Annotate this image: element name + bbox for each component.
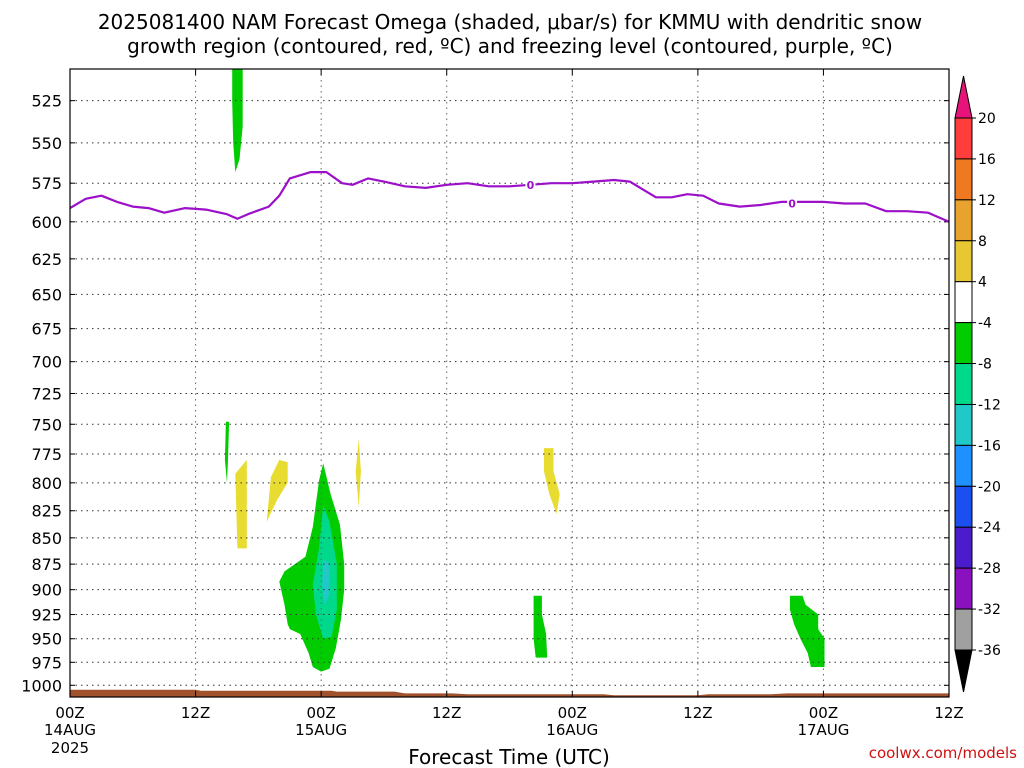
colorbar-segment [954,117,973,160]
y-tick-label: 575 [31,174,62,193]
x-axis-label: Forecast Time (UTC) [408,745,610,768]
x-tick-label: 12Z [181,704,210,722]
y-tick-label: 725 [31,385,62,404]
freezing-level-label: 0 [788,197,796,210]
colorbar-segment [954,281,973,324]
colorbar-segment [954,240,973,283]
y-tick-label: 600 [31,213,62,232]
freezing-level-contour [69,171,950,223]
chart-title-line2: growth region (contoured, red, ºC) and f… [127,34,893,58]
colorbar-label: -12 [978,397,1001,413]
colorbar-segment [954,608,973,651]
omega-region-0 [232,69,243,173]
colorbar-label: -24 [978,520,1001,536]
y-tick-label: 875 [31,555,62,574]
colorbar-segment [954,158,973,201]
y-tick-label: 800 [31,474,62,493]
colorbar-label: 16 [978,152,996,168]
colorbar-top-arrow [954,75,973,119]
colorbar-label: 12 [978,193,996,209]
colorbar-segment [954,403,973,446]
omega-region-8 [544,448,560,514]
y-tick-label: 700 [31,353,62,372]
omega-region-7 [322,558,330,605]
omega-region-1 [224,421,230,483]
colorbar-segment [954,363,973,405]
plot-frame [69,68,950,698]
x-tick-date-label: 16AUG [546,721,598,739]
colorbar-label: 20 [978,111,996,127]
y-tick-label: 950 [31,630,62,649]
y-tick-label: 525 [31,92,62,111]
credit-text: coolwx.com/models [869,744,1017,762]
omega-region-10 [789,595,825,667]
omega-region-4 [355,438,361,508]
y-tick-label: 975 [31,653,62,672]
omega-region-3 [266,459,288,522]
colorbar-segment [954,485,973,528]
x-tick-label: 00Z [55,704,84,722]
x-tick-date-label: 14AUG [44,721,96,739]
colorbar-segment [954,199,973,242]
x-tick-date-label: 17AUG [797,721,849,739]
y-tick-label: 650 [31,285,62,304]
omega-colorbar: 20 16 12 8 4 -4 -8 -12 -16 -20 -24 -28 -32 -36 [954,75,1001,693]
x-tick-year-label: 2025 [51,739,89,757]
colorbar-segment [954,526,973,569]
colorbar-label: 8 [978,234,987,250]
y-tick-label: 750 [31,415,62,434]
freezing-label-bg [525,177,536,192]
colorbar-segment [954,567,973,610]
y-tick-label: 1000 [21,676,62,695]
x-tick-label: 00Z [558,704,587,722]
plot-area: 525 550 575 600 625 650 675 700 725 750 775 800 825 8… [21,68,964,757]
chart-title-line1: 2025081400 NAM Forecast Omega (shaded, μ… [98,10,922,34]
colorbar-label: -20 [978,479,1001,495]
x-tick-label: 12Z [683,704,712,722]
colorbar-label: -4 [978,316,992,332]
y-tick-label: 675 [31,320,62,339]
y-tick-label: 925 [31,606,62,625]
y-tick-label: 625 [31,250,62,269]
y-tick-label: 825 [31,502,62,521]
x-tick-date-label: 15AUG [295,721,347,739]
x-tick-label: 12Z [432,704,461,722]
x-tick-label: 00Z [306,704,335,722]
x-tick-label: 12Z [934,704,963,722]
surface-ground [70,689,949,697]
omega-region-9 [533,595,548,658]
colorbar-label: -36 [978,643,1001,659]
y-tick-label: 775 [31,445,62,464]
colorbar-label: -8 [978,357,992,373]
y-tick-label: 900 [31,581,62,600]
colorbar-segment [954,322,973,365]
x-tick-label: 00Z [809,704,838,722]
colorbar-label: 4 [978,275,987,291]
y-tick-label: 550 [31,134,62,153]
colorbar-label: -16 [978,438,1001,454]
colorbar-bottom-arrow [954,649,973,693]
freezing-label-bg [787,196,798,211]
freezing-level-label: 0 [527,179,535,192]
colorbar-label: -32 [978,602,1001,618]
colorbar-label: -28 [978,561,1001,577]
y-tick-label: 850 [31,529,62,548]
colorbar-segment [954,444,973,487]
omega-region-2 [235,459,247,549]
